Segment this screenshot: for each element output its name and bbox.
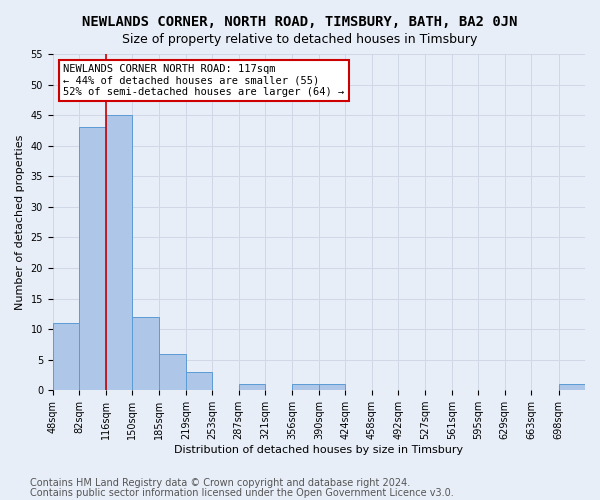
- Text: NEWLANDS CORNER NORTH ROAD: 117sqm
← 44% of detached houses are smaller (55)
52%: NEWLANDS CORNER NORTH ROAD: 117sqm ← 44%…: [64, 64, 344, 98]
- Text: Size of property relative to detached houses in Timsbury: Size of property relative to detached ho…: [122, 32, 478, 46]
- Bar: [319, 384, 346, 390]
- Bar: [239, 384, 265, 390]
- Bar: [186, 372, 212, 390]
- Bar: [160, 354, 186, 390]
- Text: Contains public sector information licensed under the Open Government Licence v3: Contains public sector information licen…: [30, 488, 454, 498]
- Bar: [106, 115, 132, 390]
- X-axis label: Distribution of detached houses by size in Timsbury: Distribution of detached houses by size …: [175, 445, 463, 455]
- Bar: [53, 323, 79, 390]
- Text: NEWLANDS CORNER, NORTH ROAD, TIMSBURY, BATH, BA2 0JN: NEWLANDS CORNER, NORTH ROAD, TIMSBURY, B…: [82, 15, 518, 29]
- Bar: [79, 128, 106, 390]
- Bar: [559, 384, 585, 390]
- Bar: [292, 384, 319, 390]
- Text: Contains HM Land Registry data © Crown copyright and database right 2024.: Contains HM Land Registry data © Crown c…: [30, 478, 410, 488]
- Y-axis label: Number of detached properties: Number of detached properties: [15, 134, 25, 310]
- Bar: [132, 317, 158, 390]
